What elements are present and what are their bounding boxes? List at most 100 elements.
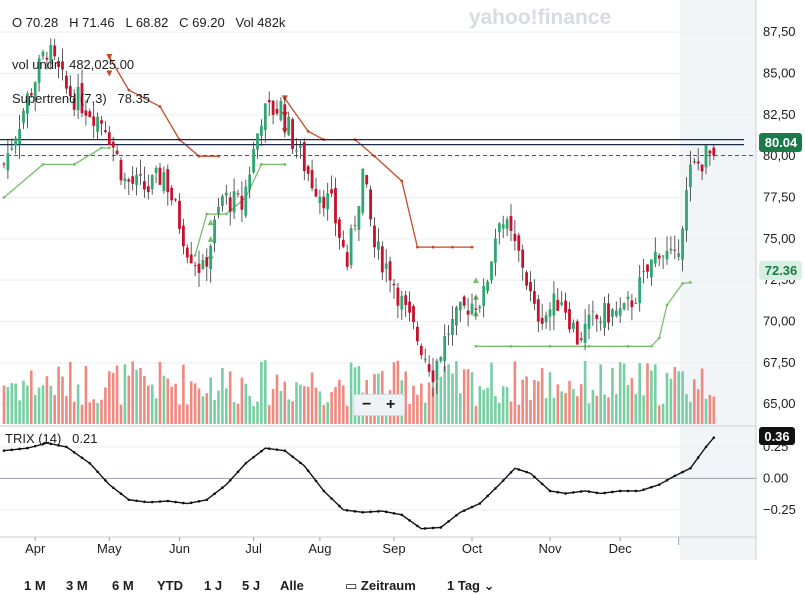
period-button[interactable]: ▭ Zeitraum — [345, 578, 416, 594]
trix-point — [470, 505, 474, 509]
range-3m-button[interactable]: 3 M — [66, 578, 88, 593]
volume-bar — [494, 396, 497, 424]
trix-point — [228, 479, 232, 482]
volume-bar — [642, 395, 645, 424]
volume-bar — [53, 395, 56, 424]
price-tick-label: 87,50 — [763, 24, 796, 39]
candle-body — [61, 61, 64, 70]
volume-bar — [427, 382, 431, 424]
trix-point — [462, 509, 466, 512]
volume-bar — [420, 383, 423, 424]
trix-point — [673, 474, 677, 478]
candle-body — [556, 299, 560, 311]
supertrend-up-dot — [205, 212, 209, 216]
candle-body — [536, 299, 540, 322]
volume-bar — [18, 400, 21, 424]
volume-bar — [646, 363, 649, 424]
candle-body — [552, 293, 556, 316]
candle-body — [618, 308, 622, 316]
month-label: Aug — [308, 541, 331, 556]
range-5j-button[interactable]: 5 J — [242, 578, 261, 593]
trix-point — [127, 498, 131, 502]
trix-point — [439, 526, 443, 529]
trix-point — [564, 492, 567, 495]
trix-point — [501, 479, 505, 482]
trix-point — [400, 513, 404, 517]
candle-body — [384, 263, 388, 269]
price-tick-label: 67,50 — [763, 355, 796, 370]
range-6m-button[interactable]: 6 M — [112, 578, 134, 593]
candle-body — [447, 333, 450, 335]
interval-dropdown[interactable]: 1 Tag ⌄ — [447, 578, 495, 594]
volume-bar — [158, 361, 162, 424]
range-ytd-button[interactable]: YTD — [157, 578, 183, 593]
volume-bar — [256, 401, 259, 424]
zoom-in-button[interactable]: + — [386, 396, 396, 413]
volume-bar — [92, 399, 95, 424]
zoom-out-button[interactable]: − — [362, 396, 372, 413]
candle-body — [299, 145, 302, 148]
range-1m-button[interactable]: 1 M — [24, 578, 46, 593]
supertrend-up-dot — [283, 163, 287, 166]
trix-badge: 0.36 — [759, 427, 795, 445]
month-label: Nov — [538, 541, 562, 556]
volume-bar — [443, 365, 446, 424]
candle-body — [26, 93, 29, 114]
svg-text:80.04: 80.04 — [765, 135, 798, 150]
volume-bar — [712, 396, 716, 424]
candle-body — [544, 315, 548, 323]
candle-body — [104, 130, 107, 132]
month-label: Sep — [382, 541, 405, 556]
volume-bar — [392, 362, 396, 424]
trix-point — [283, 449, 287, 452]
trix-point — [431, 526, 435, 530]
volume-bar — [529, 399, 532, 424]
trix-point — [2, 449, 6, 452]
volume-bar — [65, 396, 68, 424]
candle-body — [650, 259, 653, 278]
candle-body — [18, 128, 21, 145]
volume-bar — [501, 386, 505, 424]
supertrend-down-dot — [451, 245, 454, 249]
candle-body — [96, 116, 99, 132]
volume-bar — [178, 404, 181, 424]
trix-point — [197, 499, 201, 503]
range-1j-button[interactable]: 1 J — [204, 578, 223, 593]
trix-point — [423, 527, 427, 530]
candle-body — [661, 255, 665, 257]
candle-body — [392, 283, 396, 286]
candle-body — [334, 188, 337, 224]
volume-bar — [295, 382, 298, 424]
candle-body — [540, 317, 544, 324]
trix-line — [2, 436, 716, 530]
volume-bar — [236, 403, 240, 424]
range-all-button[interactable]: Alle — [280, 578, 304, 593]
volume-bar — [182, 364, 185, 424]
trix-point — [345, 509, 349, 512]
candle-body — [572, 323, 575, 329]
volume-bar — [260, 361, 263, 424]
volume-bar — [517, 404, 521, 424]
candle-body — [435, 360, 439, 381]
volume-bar — [306, 386, 310, 424]
volume-bar — [435, 381, 439, 424]
candle-body — [314, 188, 318, 197]
candle-body — [443, 336, 447, 362]
trix-point — [104, 479, 107, 482]
supertrend-up-dot — [681, 282, 684, 285]
candle-body — [462, 296, 466, 306]
volume-bar — [221, 367, 224, 424]
trix-point — [384, 510, 388, 514]
trix-point — [587, 490, 591, 493]
supertrend-down-dot — [306, 129, 310, 133]
candle-body — [657, 255, 661, 259]
trix-point — [416, 524, 419, 528]
candle-body — [170, 187, 174, 201]
price-chart[interactable]: 87,5085,0082,5080,0077,5075,0072,5070,00… — [0, 0, 805, 560]
trix-point — [135, 499, 138, 503]
trix-point — [556, 490, 560, 494]
volume-bar — [205, 393, 209, 424]
candle-body — [642, 270, 645, 273]
volume-bar — [2, 385, 6, 424]
volume-bar — [41, 385, 45, 424]
